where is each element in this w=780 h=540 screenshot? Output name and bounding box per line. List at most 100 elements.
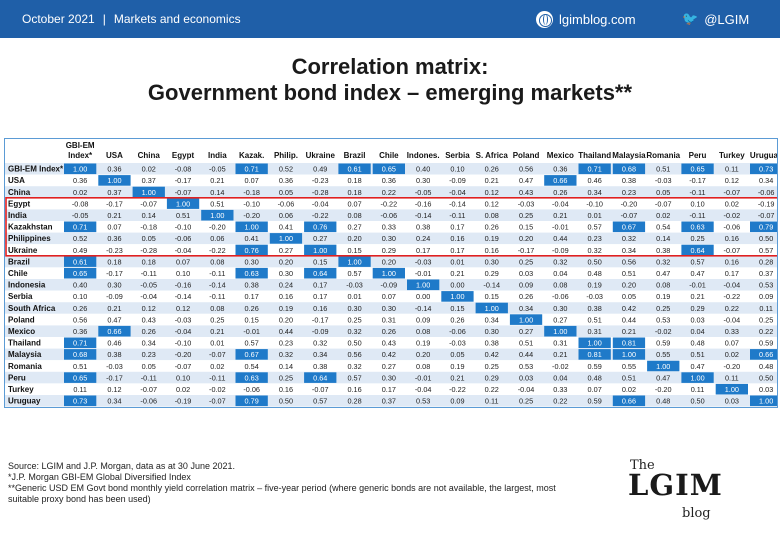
matrix-cell-value: -0.08	[72, 199, 89, 208]
matrix-cell-value: 0.32	[622, 234, 636, 243]
matrix-cell-value: 0.23	[622, 188, 636, 197]
matrix-cell-value: 0.20	[416, 350, 430, 359]
matrix-cell-value: 1.00	[416, 281, 430, 290]
matrix-cell-value: 0.10	[450, 165, 464, 174]
row-background	[5, 279, 777, 291]
matrix-cell-value: -0.22	[449, 385, 466, 394]
matrix-cell-value: 0.05	[450, 350, 464, 359]
matrix-cell-value: 1.00	[485, 304, 499, 313]
matrix-cell-value: 0.15	[485, 292, 499, 301]
matrix-cell-value: 0.37	[107, 188, 121, 197]
matrix-cell-value: -0.14	[209, 281, 226, 290]
matrix-cell-value: -0.07	[209, 350, 226, 359]
matrix-cell-value: 0.30	[107, 281, 121, 290]
matrix-cell-value: 0.38	[588, 304, 602, 313]
highlight-cell	[64, 349, 97, 360]
highlight-cell	[235, 395, 268, 407]
matrix-cell-value: 0.34	[519, 304, 533, 313]
row-background	[5, 348, 777, 361]
matrix-cell-value: 0.32	[279, 350, 293, 359]
matrix-cell-value: -0.01	[689, 281, 706, 290]
matrix-cell-value: -0.04	[175, 327, 192, 336]
matrix-cell-value: 0.08	[416, 362, 430, 371]
matrix-cell-value: 0.37	[382, 397, 396, 406]
matrix-cell-value: 0.18	[107, 257, 121, 266]
matrix-cell-value: 0.51	[588, 315, 602, 324]
matrix-cell-value: 0.37	[759, 269, 773, 278]
footnote-method: **Generic USD EM Govt bond monthly yield…	[8, 483, 559, 504]
matrix-cell-value: 0.32	[553, 257, 567, 266]
matrix-cell-value: -0.17	[106, 373, 123, 382]
matrix-cell-value: 0.48	[588, 373, 602, 382]
matrix-cell-value: 0.02	[725, 199, 739, 208]
matrix-cell-value: 0.25	[485, 362, 499, 371]
matrix-cell-value: 0.19	[588, 281, 602, 290]
matrix-cell-value: 0.57	[588, 223, 602, 232]
matrix-cell-value: 0.10	[176, 373, 190, 382]
matrix-cell-value: 0.48	[690, 339, 704, 348]
blog-link[interactable]: lgimblog.com	[536, 11, 636, 28]
matrix-cell-value: 0.16	[313, 304, 327, 313]
matrix-cell-value: 0.06	[210, 234, 224, 243]
highlight-cell	[715, 383, 748, 395]
matrix-cell-value: 0.05	[142, 234, 156, 243]
highlight-cell	[612, 221, 646, 233]
matrix-cell-value: 0.68	[73, 350, 87, 359]
matrix-cell-value: 0.65	[73, 373, 87, 382]
matrix-cell-value: 0.12	[176, 304, 190, 313]
matrix-cell-value: 0.12	[107, 385, 121, 394]
twitter-icon: 🐦	[682, 11, 699, 26]
row-label: Indonesia	[8, 281, 46, 290]
highlight-cell	[304, 244, 337, 256]
matrix-cell-value: 0.50	[279, 397, 293, 406]
matrix-cell-value: 0.24	[416, 234, 430, 243]
matrix-cell-value: 1.00	[519, 315, 533, 324]
matrix-cell-value: 0.22	[725, 304, 739, 313]
highlight-cell	[64, 221, 97, 233]
matrix-cell-value: 0.04	[553, 269, 567, 278]
matrix-cell-value: 0.65	[690, 165, 704, 174]
highlight-cell	[681, 244, 714, 256]
row-background	[5, 360, 777, 372]
matrix-cell-value: -0.10	[175, 339, 192, 348]
matrix-cell-value: -0.02	[655, 327, 672, 336]
matrix-cell-value: 0.21	[485, 176, 499, 185]
matrix-cell-value: 0.16	[450, 234, 464, 243]
matrix-cell-value: -0.07	[724, 246, 741, 255]
row-background	[5, 383, 777, 395]
column-header-romania: Romania	[646, 151, 680, 160]
matrix-cell-value: 0.00	[450, 281, 464, 290]
matrix-cell-value: -0.06	[552, 292, 569, 301]
matrix-cell-value: 0.21	[690, 292, 704, 301]
twitter-link[interactable]: 🐦 @LGIM	[682, 11, 749, 27]
matrix-cell-value: 0.50	[759, 373, 773, 382]
row-label: India	[8, 211, 27, 220]
matrix-cell-value: 0.30	[485, 327, 499, 336]
matrix-cell-value: 0.08	[656, 281, 670, 290]
highlight-cell	[64, 256, 97, 267]
matrix-cell-value: 0.30	[416, 176, 430, 185]
matrix-cell-value: -0.07	[724, 188, 741, 197]
matrix-cell-value: 0.44	[553, 234, 567, 243]
matrix-cell-value: 0.07	[382, 292, 396, 301]
matrix-cell-value: 0.44	[622, 315, 636, 324]
row-label: Mexico	[8, 327, 35, 336]
matrix-cell-value: 0.02	[73, 188, 87, 197]
matrix-cell-value: -0.20	[621, 199, 638, 208]
matrix-cell-value: 0.55	[622, 362, 636, 371]
matrix-cell-value: 0.52	[73, 234, 87, 243]
matrix-cell-value: 0.51	[73, 362, 87, 371]
matrix-cell-value: -0.07	[312, 385, 329, 394]
row-background	[5, 302, 777, 314]
highlight-cell	[304, 267, 337, 279]
matrix-cell-value: 0.18	[347, 176, 361, 185]
matrix-cell-value: 0.17	[382, 385, 396, 394]
matrix-cell-value: -0.22	[209, 246, 226, 255]
matrix-cell-value: -0.03	[586, 292, 603, 301]
matrix-cell-value: 0.63	[690, 223, 704, 232]
matrix-cell-value: 0.50	[347, 339, 361, 348]
matrix-cell-value: 0.15	[519, 223, 533, 232]
matrix-cell-value: 0.27	[519, 327, 533, 336]
matrix-cell-value: 0.46	[107, 339, 121, 348]
matrix-cell-value: 0.12	[142, 304, 156, 313]
